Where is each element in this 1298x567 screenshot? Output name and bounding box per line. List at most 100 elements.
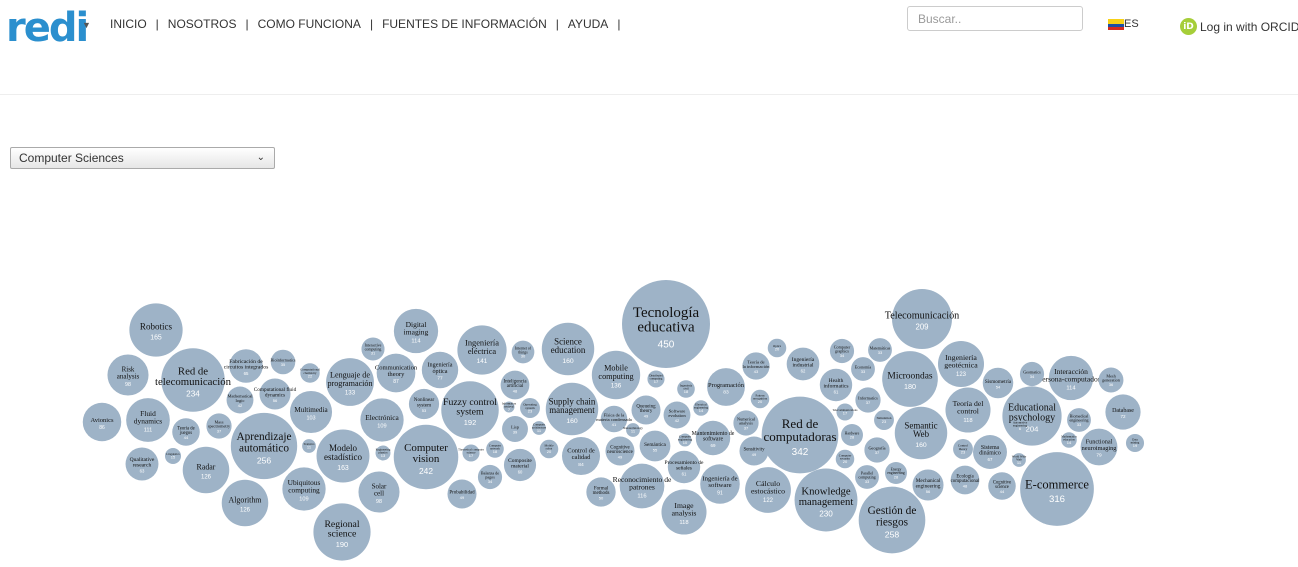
bubble-circle[interactable] bbox=[733, 410, 759, 436]
bubble-circle[interactable] bbox=[360, 398, 404, 442]
bubble-circle[interactable] bbox=[855, 387, 881, 413]
bubble-circle[interactable] bbox=[950, 465, 980, 495]
bubble-circle[interactable] bbox=[300, 363, 320, 383]
bubble-circle[interactable] bbox=[532, 421, 546, 435]
bubble-circle[interactable] bbox=[539, 439, 559, 459]
bubble-circle[interactable] bbox=[545, 382, 599, 436]
bubble-circle[interactable] bbox=[393, 308, 439, 354]
bubble-circle[interactable] bbox=[600, 405, 628, 433]
bubble-circle[interactable] bbox=[767, 338, 787, 358]
menu-item-inicio[interactable]: INICIO bbox=[110, 17, 147, 31]
orcid-login-link[interactable]: iD Log in with ORCID bbox=[1180, 18, 1298, 35]
bubble-circle[interactable] bbox=[626, 423, 640, 437]
bubble-circle[interactable] bbox=[677, 380, 695, 398]
bubble-circle[interactable] bbox=[259, 378, 291, 410]
bubble-circle[interactable] bbox=[182, 446, 230, 494]
bubble-circle[interactable] bbox=[858, 486, 926, 554]
menu-item-ayuda[interactable]: AYUDA bbox=[567, 17, 609, 31]
bubble[interactable]: Robotics 165 bbox=[129, 303, 183, 357]
bubble-circle[interactable] bbox=[1019, 361, 1045, 387]
bubble-circle[interactable] bbox=[851, 357, 875, 381]
bubble-circle[interactable] bbox=[107, 354, 149, 396]
bubble-circle[interactable] bbox=[1105, 394, 1141, 430]
bubble-circle[interactable] bbox=[1012, 453, 1026, 467]
bubble-circle[interactable] bbox=[982, 367, 1014, 399]
bubble-circle[interactable] bbox=[1098, 367, 1124, 393]
bubble-circle[interactable] bbox=[125, 447, 159, 481]
bubble-circle[interactable] bbox=[441, 381, 499, 439]
bubble-circle[interactable] bbox=[631, 395, 661, 425]
bubble-circle[interactable] bbox=[316, 429, 370, 483]
bubble-circle[interactable] bbox=[511, 340, 535, 364]
bubble-circle[interactable] bbox=[375, 445, 391, 461]
menu-item-nosotros[interactable]: NOSOTROS bbox=[167, 17, 237, 31]
bubble-circle[interactable] bbox=[742, 352, 770, 380]
bubble-circle[interactable] bbox=[836, 403, 854, 421]
bubble-circle[interactable] bbox=[622, 280, 710, 368]
bubble-circle[interactable] bbox=[520, 398, 540, 418]
bubble-circle[interactable] bbox=[988, 472, 1016, 500]
bubble-circle[interactable] bbox=[376, 353, 416, 393]
bubble-circle[interactable] bbox=[1061, 432, 1077, 448]
bubble-circle[interactable] bbox=[786, 347, 820, 381]
bubble-circle[interactable] bbox=[874, 410, 894, 430]
logo-dropdown-caret-icon[interactable]: ▼ bbox=[82, 20, 91, 30]
bubble-circle[interactable] bbox=[868, 338, 892, 362]
bubble-circle[interactable] bbox=[226, 386, 254, 414]
bubble-circle[interactable] bbox=[892, 289, 952, 349]
bubble-circle[interactable] bbox=[229, 349, 263, 383]
bubble-circle[interactable] bbox=[739, 436, 769, 466]
bubble-circle[interactable] bbox=[663, 401, 691, 429]
knowledge-area-select[interactable]: Computer Sciences ⌄ bbox=[10, 147, 275, 169]
bubble-circle[interactable] bbox=[1002, 386, 1062, 446]
bubble[interactable]: Algorithm 126 bbox=[221, 479, 269, 527]
bubble-circle[interactable] bbox=[503, 401, 515, 413]
bubble-circle[interactable] bbox=[855, 465, 879, 489]
bubble-circle[interactable] bbox=[586, 477, 616, 507]
bubble-circle[interactable] bbox=[841, 424, 863, 446]
bubble-circle[interactable] bbox=[761, 396, 839, 474]
bubble-circle[interactable] bbox=[358, 471, 400, 513]
